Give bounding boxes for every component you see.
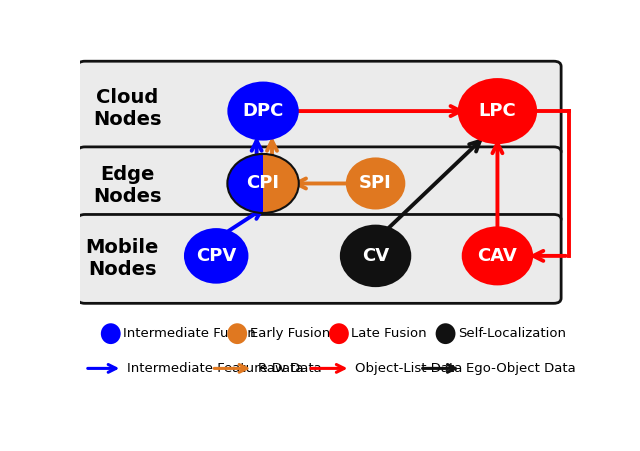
Ellipse shape (436, 323, 456, 344)
Ellipse shape (346, 157, 405, 210)
Text: Intermediate Feature Data: Intermediate Feature Data (127, 362, 303, 375)
Ellipse shape (458, 78, 537, 144)
FancyBboxPatch shape (77, 215, 561, 304)
Text: Early Fusion: Early Fusion (250, 327, 330, 340)
Ellipse shape (184, 228, 248, 284)
FancyBboxPatch shape (77, 147, 561, 224)
Text: Intermediate Fusion: Intermediate Fusion (123, 327, 256, 340)
Ellipse shape (461, 226, 533, 285)
Text: CAV: CAV (477, 247, 517, 265)
Text: CPI: CPI (246, 175, 280, 193)
Text: SPI: SPI (359, 175, 392, 193)
Ellipse shape (340, 225, 412, 287)
Ellipse shape (227, 154, 299, 213)
Text: Object-List Data: Object-List Data (355, 362, 463, 375)
Ellipse shape (329, 323, 349, 344)
Ellipse shape (227, 154, 299, 213)
Text: Edge
Nodes: Edge Nodes (93, 165, 161, 206)
Ellipse shape (227, 82, 299, 141)
Ellipse shape (101, 323, 121, 344)
Text: LPC: LPC (479, 102, 516, 120)
Text: CPV: CPV (196, 247, 236, 265)
Text: DPC: DPC (243, 102, 284, 120)
FancyBboxPatch shape (77, 61, 561, 156)
Text: Raw Data: Raw Data (258, 362, 322, 375)
Text: Mobile
Nodes: Mobile Nodes (86, 239, 159, 280)
Text: CV: CV (362, 247, 389, 265)
Ellipse shape (227, 323, 247, 344)
Text: Self-Localization: Self-Localization (458, 327, 566, 340)
Text: Ego-Object Data: Ego-Object Data (467, 362, 576, 375)
Text: Late Fusion: Late Fusion (351, 327, 427, 340)
Text: Cloud
Nodes: Cloud Nodes (93, 88, 161, 129)
